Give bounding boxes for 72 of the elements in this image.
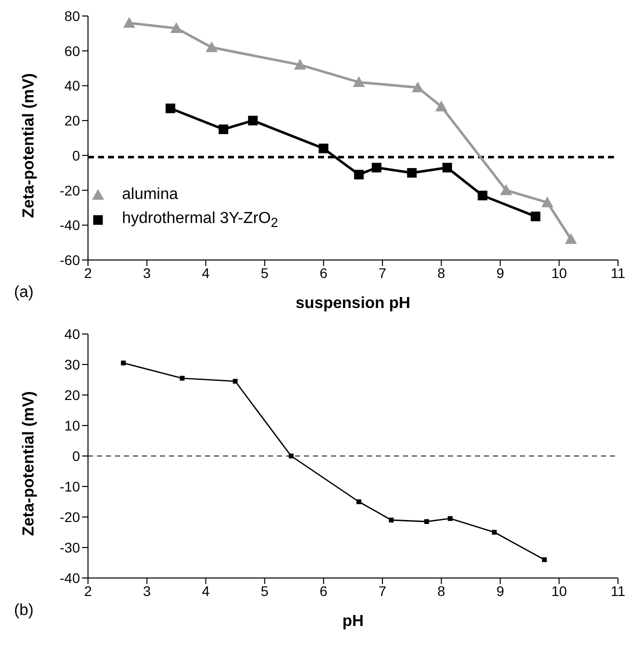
x-tick-label: 4: [202, 582, 210, 599]
point: [206, 41, 218, 52]
x-tick-label: 11: [610, 582, 626, 599]
x-tick-label: 5: [260, 582, 269, 599]
point: [123, 16, 136, 28]
x-tick-label: 3: [142, 264, 151, 281]
y-tick-label: 20: [64, 112, 80, 129]
point: [424, 519, 430, 524]
x-tick-label: 2: [84, 264, 92, 281]
x-tick-label: 4: [202, 264, 210, 281]
point: [120, 360, 126, 366]
y-axis-title: Zeta-potential (mV): [20, 73, 38, 218]
point: [372, 162, 382, 172]
point: [530, 212, 540, 222]
x-axis-title: pH: [342, 613, 364, 630]
point: [542, 557, 547, 562]
point: [170, 22, 182, 33]
x-tick-label: 3: [142, 582, 151, 599]
y-tick-label: -30: [60, 539, 80, 556]
y-tick-label: 40: [64, 78, 80, 94]
y-tick-label: 30: [64, 356, 80, 372]
point: [442, 162, 452, 172]
y-tick-label: 80: [64, 8, 80, 24]
y-tick-label: 60: [64, 42, 80, 59]
point: [407, 168, 417, 178]
y-tick-label: 0: [72, 448, 80, 464]
y-tick-label: 40: [64, 326, 80, 342]
x-tick-label: 10: [551, 582, 568, 599]
point: [352, 76, 365, 88]
point: [294, 58, 306, 70]
point: [318, 144, 328, 154]
x-tick-label: 5: [260, 264, 269, 281]
text: (b): [14, 602, 34, 620]
y-tick-label: -60: [60, 252, 80, 268]
point: [541, 196, 554, 208]
point: [435, 100, 448, 112]
x-tick-label: 10: [551, 264, 568, 281]
x-tick-label: 7: [378, 582, 387, 599]
point: [388, 518, 394, 522]
x-axis-title: suspension pH: [296, 295, 410, 312]
y-tick-label: 20: [64, 386, 80, 403]
y-axis-title: Zeta-potential (mV): [20, 391, 38, 536]
point: [218, 124, 228, 134]
y-tick-label: -20: [60, 508, 80, 525]
y-tick-label: -20: [60, 182, 80, 198]
y-tick-label: -40: [60, 570, 80, 586]
y-tick-label: -10: [60, 478, 80, 494]
point: [500, 184, 512, 196]
point: [412, 81, 424, 92]
point: [356, 499, 362, 504]
x-tick-label: 7: [378, 264, 387, 281]
y-tick-label: -40: [60, 217, 80, 234]
x-tick-label: 8: [437, 582, 446, 599]
x-tick-label: 2: [84, 582, 92, 599]
x-tick-label: 8: [437, 264, 446, 281]
x-tick-label: 6: [320, 582, 328, 599]
point: [166, 104, 176, 114]
y-tick-label: 0: [72, 147, 80, 164]
point: [288, 454, 294, 458]
legend-label: hydrothermal 3Y-ZrO$_{2}$: [122, 210, 278, 230]
y-tick-label: 10: [64, 417, 80, 434]
text: (a): [14, 284, 34, 302]
point: [354, 170, 364, 180]
x-tick-label: 9: [496, 264, 504, 281]
point: [448, 516, 453, 521]
x-tick-label: 11: [610, 264, 626, 281]
legend-label: alumina: [122, 186, 178, 204]
point: [248, 116, 258, 126]
point: [478, 190, 488, 200]
point: [564, 233, 577, 244]
x-tick-label: 6: [320, 264, 328, 281]
x-tick-label: 9: [496, 582, 504, 599]
